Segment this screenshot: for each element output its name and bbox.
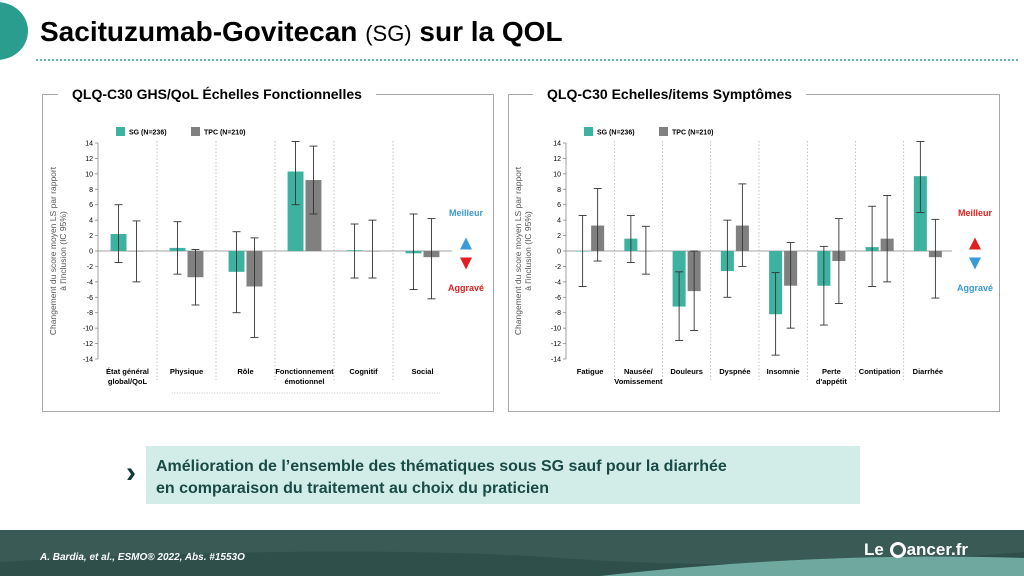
logo-text-pre: Le [864, 540, 884, 559]
y-tick-label: -8 [87, 310, 93, 317]
category-label: global/QoL [108, 377, 148, 386]
y-tick-label: -10 [551, 326, 561, 333]
legend-label-sg: SG (N=236) [129, 130, 167, 137]
worse-label-right: Aggravé [957, 283, 993, 293]
arrow-down-icon [969, 257, 981, 270]
chart-title-functional: QLQ-C30 GHS/QoL Échelles Fonctionnelles [58, 86, 376, 102]
arrow-down-icon [460, 257, 472, 270]
legend-label-tpc: TPC (N=210) [204, 130, 245, 137]
category-label: Fonctionnement [275, 367, 334, 376]
bar-tpc [305, 180, 322, 251]
category-label: Nausée/ [624, 367, 654, 376]
logo-text-post: ancer.fr [906, 540, 969, 559]
y-tick-label: -14 [551, 357, 561, 364]
legend-swatch-sg [116, 127, 125, 136]
y-tick-label: 14 [85, 141, 93, 148]
y-tick-label: 10 [553, 171, 561, 178]
legend-label-sg: SG (N=236) [597, 130, 635, 137]
legend-label-tpc: TPC (N=210) [672, 130, 713, 137]
bar-sg [287, 171, 304, 251]
better-label-right: Meilleur [958, 208, 993, 218]
y-tick-label: -6 [555, 295, 561, 302]
y-tick-label: -12 [551, 341, 561, 348]
title-abbr: (SG) [365, 21, 412, 46]
y-tick-label: -8 [555, 310, 561, 317]
page-title: Sacituzumab-Govitecan (SG) sur la QOL [40, 16, 563, 48]
better-label: Meilleur [449, 208, 484, 218]
callout-text: Amélioration de l’ensemble des thématiqu… [156, 456, 727, 500]
y-tick-label: 4 [557, 218, 561, 225]
footer-reference: A. Bardia, et al., ESMO® 2022, Abs. #155… [40, 552, 245, 563]
category-label: Vomissement [614, 377, 663, 386]
category-label: Physique [170, 367, 203, 376]
callout-box [146, 446, 860, 504]
category-label: Douleurs [670, 367, 703, 376]
category-label: Contipation [859, 367, 901, 376]
y-tick-label: 6 [89, 202, 93, 209]
y-tick-label: -12 [83, 341, 93, 348]
legend-swatch-tpc [191, 127, 200, 136]
legend-swatch-sg [584, 127, 593, 136]
category-label: Fatigue [577, 367, 604, 376]
y-tick-label: -2 [555, 264, 561, 271]
chart-panel-symptoms [508, 94, 1000, 412]
y-tick-label: -14 [83, 357, 93, 364]
chart-title-symptoms: QLQ-C30 Echelles/items Symptômes [533, 86, 807, 102]
category-label: État général [106, 367, 149, 376]
title-suffix: sur la QOL [419, 16, 563, 47]
y-tick-label: -6 [87, 295, 93, 302]
y-tick-label: 8 [557, 187, 561, 194]
category-label: d'appétit [816, 377, 847, 386]
y-axis-label: Changement du score moyen LS par rapport… [48, 166, 68, 335]
category-label: Diarrhée [913, 367, 943, 376]
y-tick-label: 6 [557, 202, 561, 209]
category-label: Insomnie [767, 367, 800, 376]
y-tick-label: 8 [89, 187, 93, 194]
y-axis-label: Changement du score moyen LS par rapport… [513, 166, 533, 335]
logo-c-mark [889, 542, 906, 558]
category-label: Rôle [237, 367, 253, 376]
y-tick-label: -2 [87, 264, 93, 271]
y-tick-label: 12 [85, 156, 93, 163]
callout-line-1: Amélioration de l’ensemble des thématiqu… [156, 458, 727, 475]
y-tick-label: 10 [85, 171, 93, 178]
brand-logo: Le ancer.fr [864, 540, 968, 560]
title-main: Sacituzumab-Govitecan [40, 16, 358, 47]
y-tick-label: 2 [89, 233, 93, 240]
chevron-right-icon: › [126, 456, 136, 489]
y-tick-label: 12 [553, 156, 561, 163]
legend-swatch-tpc [659, 127, 668, 136]
category-label: Social [411, 367, 433, 376]
arrow-up-icon [969, 237, 981, 250]
category-label: Cognitif [349, 367, 378, 376]
y-axis-label-line: à l'inclusion (IC 95%) [58, 211, 68, 291]
category-label: Dyspnée [719, 367, 750, 376]
y-tick-label: 4 [89, 218, 93, 225]
category-label: émotionnel [284, 377, 324, 386]
y-axis-label-line: Changement du score moyen LS par rapport [513, 166, 523, 335]
y-tick-label: -10 [83, 326, 93, 333]
y-tick-label: 2 [557, 233, 561, 240]
y-axis-label-line: à l'inclusion (IC 95%) [523, 211, 533, 291]
y-tick-label: -4 [87, 279, 93, 286]
y-axis-label-line: Changement du score moyen LS par rapport [48, 166, 58, 335]
worse-label: Aggravé [448, 283, 484, 293]
y-tick-label: -4 [555, 279, 561, 286]
category-label: Perte [822, 367, 841, 376]
arrow-up-icon [460, 237, 472, 250]
bar-sg [913, 176, 927, 251]
footer-wave [0, 551, 1024, 576]
y-tick-label: 0 [89, 249, 93, 256]
callout-line-2: en comparaison du traitement au choix du… [156, 480, 549, 497]
title-divider [36, 59, 1018, 61]
y-tick-label: 14 [553, 141, 561, 148]
y-tick-label: 0 [557, 249, 561, 256]
